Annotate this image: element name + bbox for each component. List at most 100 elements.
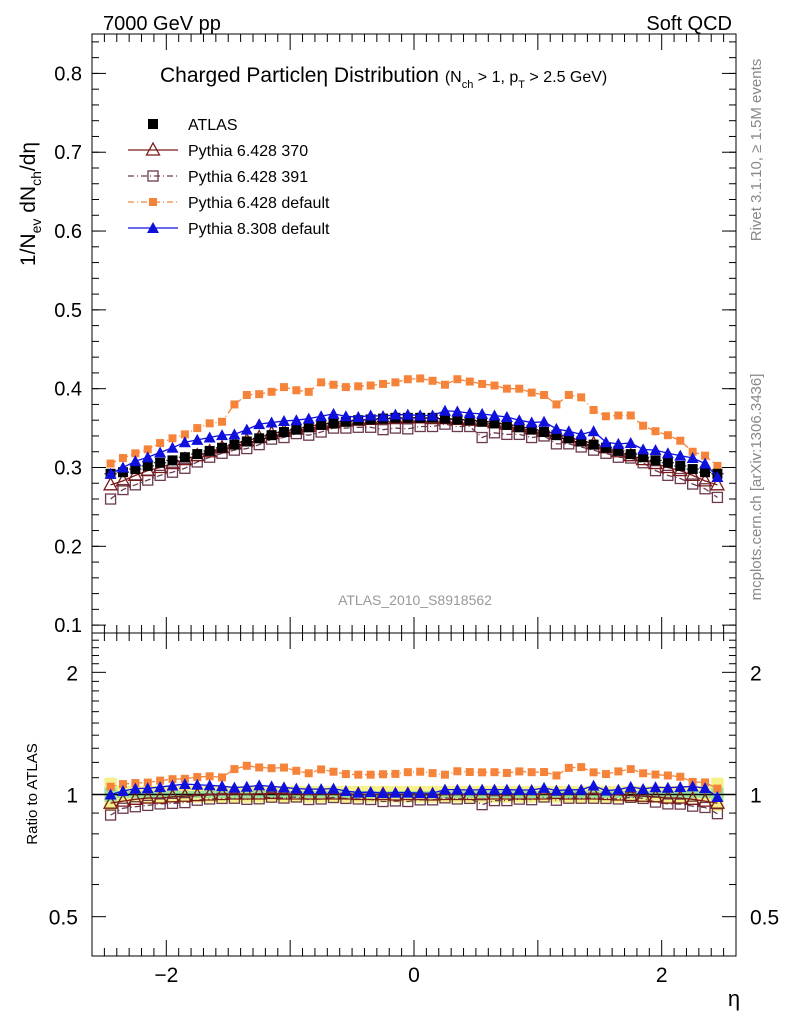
main-y-tick-label: 0.2 [54,536,82,558]
ratio-data-point [490,768,499,777]
ratio-data-point [179,796,191,809]
legend-item: Pythia 6.428 391 [128,169,308,186]
ratio-data-point [674,798,686,810]
data-point [265,416,278,428]
ratio-data-point [277,781,290,793]
data-point [154,446,167,458]
ratio-data-point [104,788,117,800]
ratio-series-line [110,796,718,816]
ratio-data-point [203,779,216,791]
legend-label: Pythia 6.428 370 [188,143,308,160]
series-line [110,423,718,500]
ratio-data-point [585,785,602,800]
data-point [328,418,339,429]
ratio-data-point [327,782,340,794]
data-point [440,380,449,389]
data-point [490,381,499,390]
data-point [156,439,165,448]
ratio-data-point [599,784,612,796]
data-point [290,414,303,426]
data-point [438,404,451,416]
ratio-series-pythia-8-308-default [104,778,724,802]
ratio-data-point [240,780,253,792]
data-point [428,376,437,385]
ratio-data-point [339,785,352,797]
ratio-data-point [697,792,713,807]
data-point [193,424,202,433]
data-point [242,390,251,399]
data-point [701,451,710,460]
ratio-data-point [575,783,588,795]
data-point [675,460,686,471]
ratio-data-point [166,779,179,791]
data-point [477,416,488,427]
ratio-data-point [389,786,402,798]
data-point [180,430,189,439]
ratio-data-point [711,790,724,802]
ratio-data-point [550,784,563,796]
ratio-data-point [214,786,230,801]
x-axis-label: η [728,986,740,1011]
ratio-data-point [218,773,227,782]
ratio-data-point [118,780,127,789]
ratio-data-point [154,798,166,810]
ratio-y-axis-label: Ratio to ATLAS [24,743,41,844]
ratio-data-point [414,787,427,799]
data-point [661,447,674,459]
data-point [439,413,450,424]
data-point [489,418,500,429]
ratio-data-point [366,770,375,779]
data-point [551,430,562,441]
data-point [179,462,191,474]
legend-marker [147,222,159,233]
ratio-data-point [364,786,377,798]
ratio-data-point [661,781,674,793]
data-point [379,379,388,388]
ratio-data-point [453,767,462,776]
data-point [389,408,402,420]
ratio-data-point [672,789,688,804]
data-point [540,390,549,399]
ratio-data-point [102,794,119,809]
data-point [626,411,635,420]
ratio-data-point [488,783,501,795]
data-point [711,470,724,482]
data-point [403,375,412,384]
data-point [550,422,563,434]
legend-marker [147,170,159,182]
ratio-data-point [253,779,266,791]
data-point [697,472,713,487]
data-point [402,423,414,435]
ratio-data-point [637,782,650,794]
data-point [204,445,215,456]
ratio-data-point [463,784,476,796]
data-point [465,377,474,386]
legend-marker [145,141,161,156]
data-point [352,411,365,423]
ratio-data-point [302,783,315,795]
ratio-data-point [488,794,501,807]
data-point [612,437,625,449]
data-point [302,412,315,424]
data-point [401,408,414,420]
data-point [649,464,662,477]
ratio-data-point [140,789,156,804]
data-point [527,388,536,397]
ratio-data-point [527,768,536,777]
data-point [688,447,697,456]
data-point [327,407,340,419]
ratio-data-point [228,792,241,804]
ratio-data-point [562,783,575,795]
ratio-data-point [276,785,292,800]
data-point [624,437,637,449]
data-point [129,455,142,467]
data-point [589,405,598,414]
legend-marker [148,119,158,129]
data-point [366,381,375,390]
data-point [599,436,612,448]
data-point [117,483,129,496]
ratio-data-point [141,782,154,794]
rivet-label: Rivet 3.1.10, ≥ 1.5M events [748,59,765,242]
data-point [278,427,289,438]
data-point [464,415,475,426]
